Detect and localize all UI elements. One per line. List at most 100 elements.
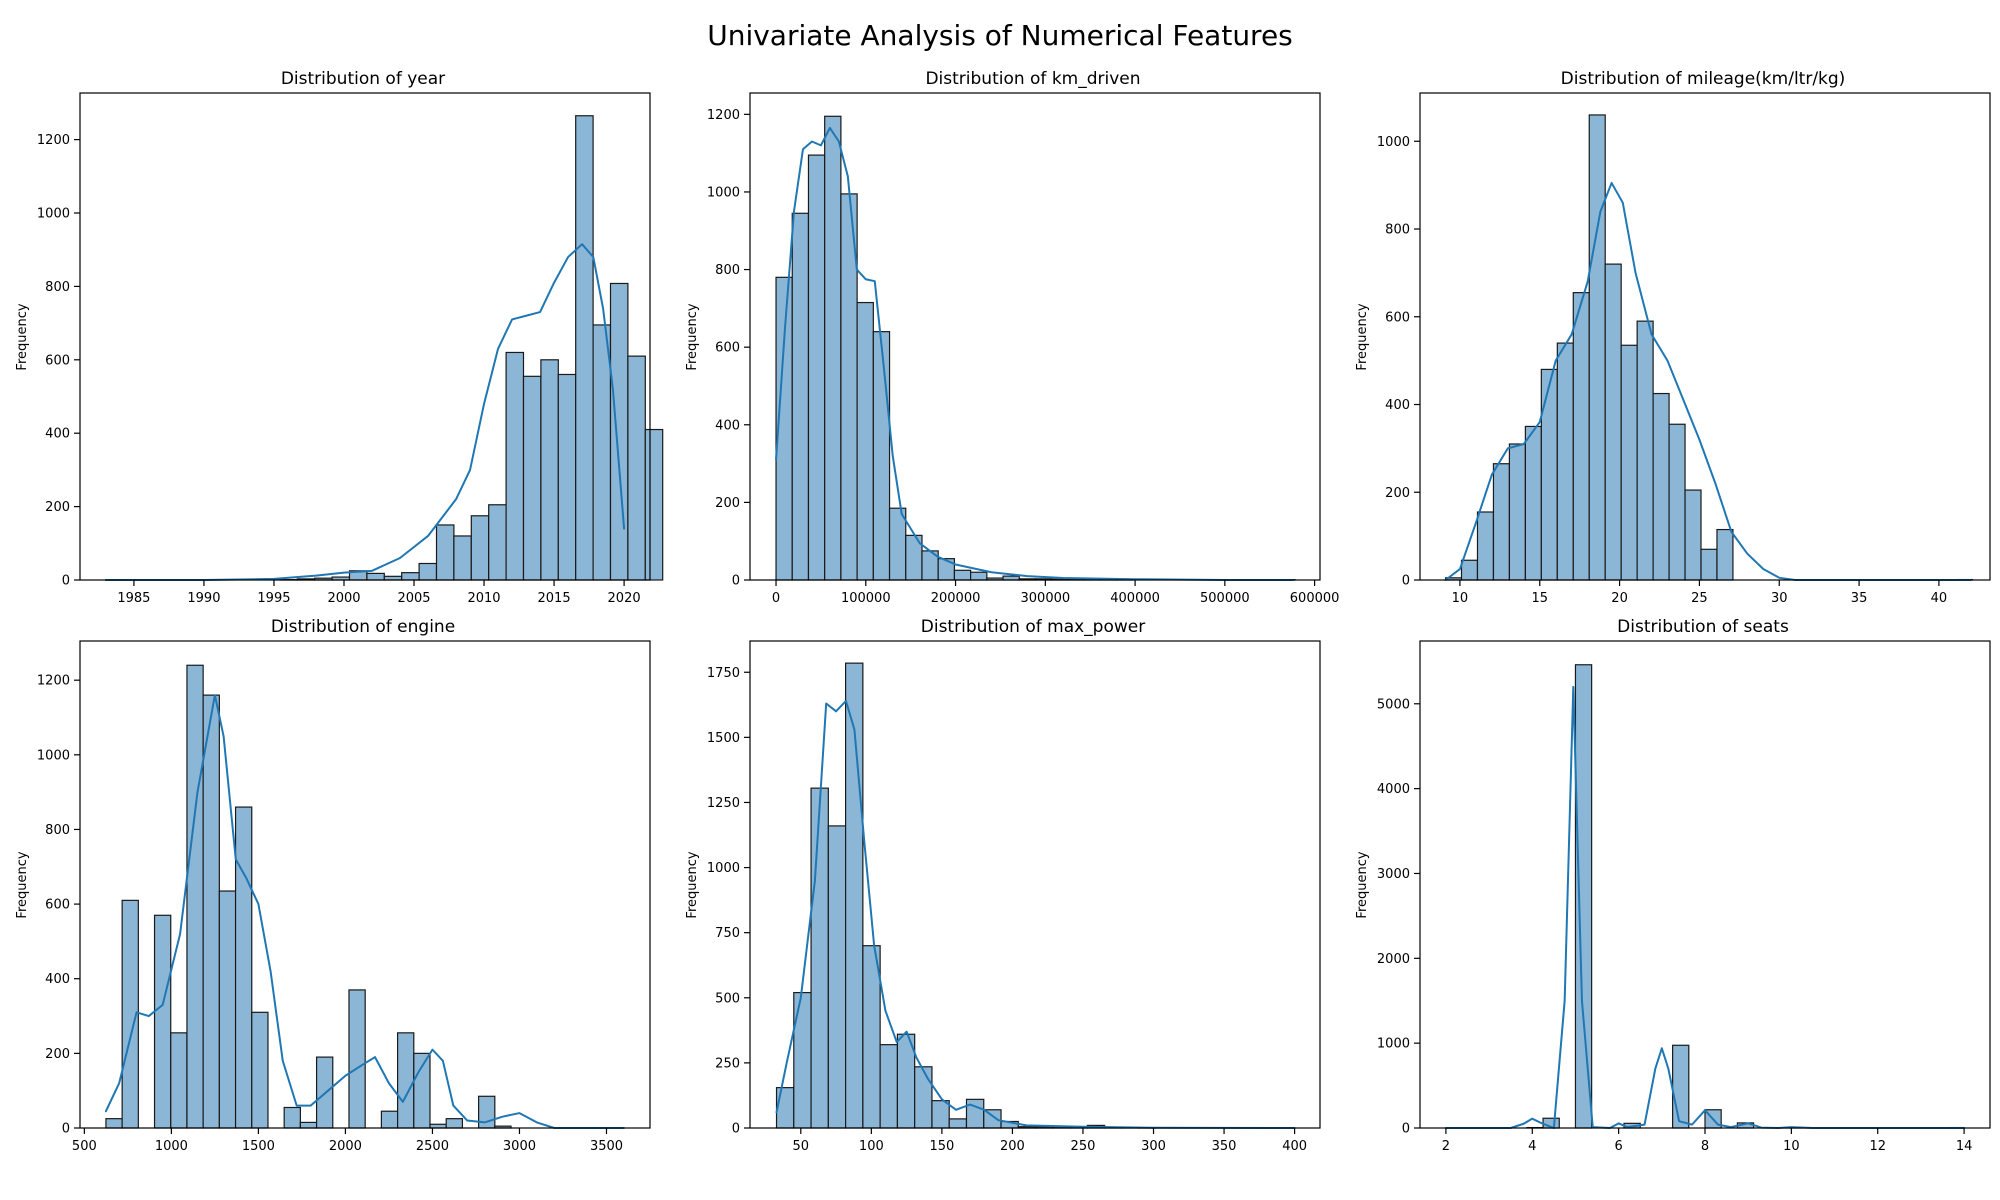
x-tick-label: 200000 (931, 591, 981, 606)
y-axis-label: Frequency (685, 303, 700, 370)
histogram-bar (807, 154, 826, 581)
y-tick-label: 0 (62, 574, 70, 589)
panel-km-driven: Distribution of km_driven Frequency 0 100… (685, 69, 1339, 606)
histogram-bar (397, 1032, 415, 1129)
histogram-bar (931, 1100, 950, 1129)
histogram-bar (1476, 511, 1495, 581)
histogram-bar (644, 428, 664, 581)
plot-area: 1985 1990 1995 2000 2005 2010 2015 2020 0 200 400 6… (37, 92, 664, 606)
histogram-bar (1460, 559, 1479, 581)
x-tick-label: 0 (772, 591, 780, 606)
histogram-bar (827, 825, 847, 1129)
y-axis-label: Frequency (685, 851, 700, 918)
y-tick-label: 750 (715, 926, 740, 941)
y-tick-label: 800 (45, 280, 70, 295)
kde-line (104, 243, 626, 581)
histogram-bar (1652, 392, 1670, 581)
y-axis-label: Frequency (15, 851, 30, 918)
panel-title: Distribution of km_driven (925, 69, 1140, 89)
y-tick-label: 1200 (37, 674, 70, 689)
y-tick-label: 400 (715, 418, 740, 433)
panel-mileage: Distribution of mileage(km/ltr/kg) Frequ… (1355, 69, 1991, 606)
y-tick-label: 500 (715, 991, 740, 1006)
histogram-bar (953, 569, 972, 581)
y-tick-label: 1200 (37, 133, 70, 148)
histogram-bar (202, 694, 220, 1129)
panel-engine: Distribution of engine Frequency 500 1000… (15, 617, 651, 1154)
y-tick-label: 200 (1385, 486, 1410, 501)
x-tick-label: 1990 (187, 591, 220, 606)
histogram-bar (592, 324, 612, 581)
x-tick-label: 4 (1528, 1139, 1536, 1154)
x-tick-label: 30 (1771, 591, 1788, 606)
histogram-bar (453, 535, 472, 581)
figure-title: Univariate Analysis of Numerical Feature… (707, 19, 1293, 52)
y-tick-label: 200 (45, 1047, 70, 1062)
kde-line (1444, 181, 1972, 581)
histogram-bar (1620, 344, 1638, 581)
histogram-bar (1716, 528, 1734, 581)
axes-frame (1419, 92, 1991, 581)
y-tick-label: 0 (1402, 1122, 1410, 1137)
y-axis-label: Frequency (15, 303, 30, 370)
y-tick-label: 1000 (1377, 1037, 1410, 1052)
y-tick-label: 800 (715, 263, 740, 278)
histogram-bar (879, 1044, 899, 1129)
y-tick-label: 400 (45, 972, 70, 987)
histogram-bar (105, 1118, 123, 1129)
y-tick-label: 200 (715, 496, 740, 511)
histogram-bar (627, 355, 646, 581)
plot-area: 0 100000 200000 300000 400000 500000 600000 0 20… (707, 92, 1339, 606)
histogram-bar (380, 1110, 399, 1129)
x-tick-label: 2000 (329, 1139, 362, 1154)
x-tick-label: 1000 (155, 1139, 188, 1154)
y-tick-label: 4000 (1377, 782, 1410, 797)
histogram-bar (418, 562, 438, 581)
x-tick-label: 1500 (242, 1139, 275, 1154)
panel-title: Distribution of mileage(km/ltr/kg) (1561, 69, 1846, 89)
histogram-bar (1574, 664, 1593, 1129)
panel-title: Distribution of max_power (921, 617, 1145, 637)
x-tick-label: 1985 (117, 591, 150, 606)
y-tick-label: 0 (1402, 574, 1410, 589)
y-tick-label: 400 (1385, 398, 1410, 413)
histogram-bar (791, 212, 810, 581)
histogram-bar (283, 1106, 301, 1129)
kde-line (1444, 685, 1966, 1129)
histogram-bar (775, 1087, 795, 1129)
histogram-bar (435, 524, 455, 581)
histogram-bar (824, 115, 842, 581)
histogram-bar (1700, 548, 1718, 581)
kde-line (775, 126, 1295, 581)
y-tick-label: 1000 (707, 185, 740, 200)
histogram-bar (186, 664, 204, 1129)
histogram-bar (478, 1095, 496, 1129)
histogram-bar (540, 359, 559, 581)
panel-max-power: Distribution of max_power Frequency 50 10… (685, 617, 1321, 1154)
x-tick-label: 12 (1869, 1139, 1886, 1154)
histogram-bar (1508, 443, 1526, 581)
x-tick-label: 50 (793, 1139, 810, 1154)
histogram-bar (575, 115, 594, 581)
panel-seats: Distribution of seats Frequency 2 4 6 8 10 12… (1355, 617, 1991, 1154)
y-tick-label: 1000 (37, 748, 70, 763)
histogram-bar (1604, 263, 1622, 581)
x-tick-label: 2 (1442, 1139, 1450, 1154)
y-tick-label: 1000 (37, 207, 70, 222)
y-tick-label: 0 (732, 574, 740, 589)
y-tick-label: 1000 (1377, 135, 1410, 150)
x-tick-label: 350 (1212, 1139, 1237, 1154)
histogram-bar (965, 1098, 985, 1129)
y-tick-label: 5000 (1377, 697, 1410, 712)
x-tick-label: 100 (859, 1139, 884, 1154)
y-tick-label: 250 (715, 1056, 740, 1071)
x-tick-label: 3000 (503, 1139, 536, 1154)
x-tick-label: 2015 (538, 591, 571, 606)
histogram-bar (445, 1118, 464, 1129)
histogram-bar (234, 806, 253, 1129)
x-tick-label: 25 (1691, 591, 1708, 606)
histogram-bar (862, 945, 881, 1129)
axes-frame (1419, 640, 1991, 1129)
x-tick-label: 200 (1000, 1139, 1025, 1154)
